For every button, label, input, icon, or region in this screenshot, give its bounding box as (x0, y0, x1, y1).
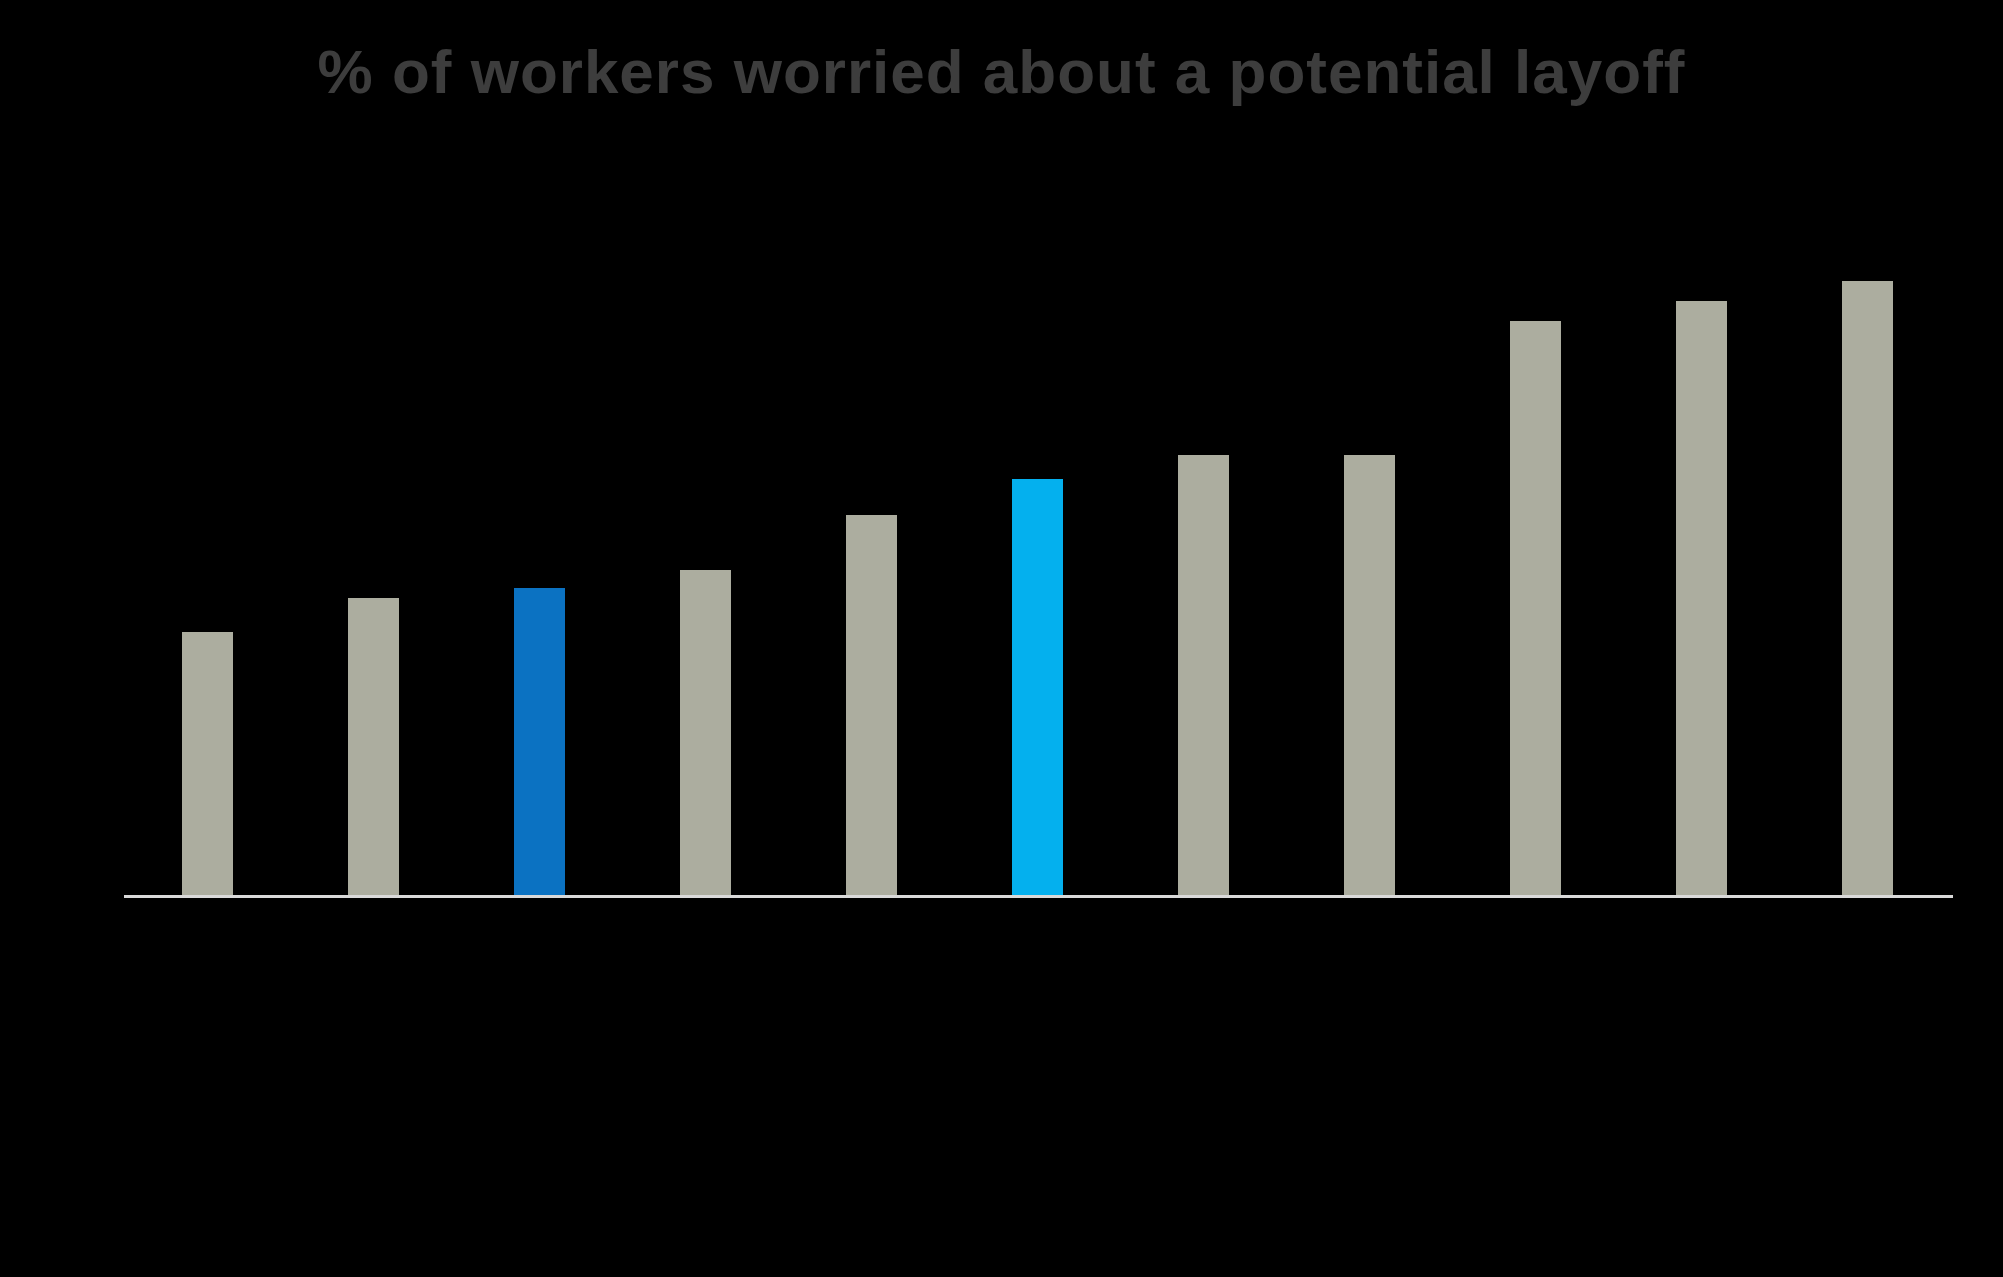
bar-4 (680, 570, 731, 895)
x-axis-line (124, 895, 1953, 898)
bar-7 (1178, 455, 1229, 895)
bar-11 (1842, 281, 1893, 895)
bar-8 (1344, 455, 1395, 895)
bar-chart: % of workers worried about a potential l… (0, 0, 2003, 1277)
bar-3 (514, 588, 565, 895)
bar-1 (182, 632, 233, 895)
chart-title: % of workers worried about a potential l… (0, 36, 2003, 107)
bar-5 (846, 515, 897, 895)
bar-2 (348, 598, 399, 895)
bar-9 (1510, 321, 1561, 895)
bar-6 (1012, 479, 1063, 895)
bar-10 (1676, 301, 1727, 895)
